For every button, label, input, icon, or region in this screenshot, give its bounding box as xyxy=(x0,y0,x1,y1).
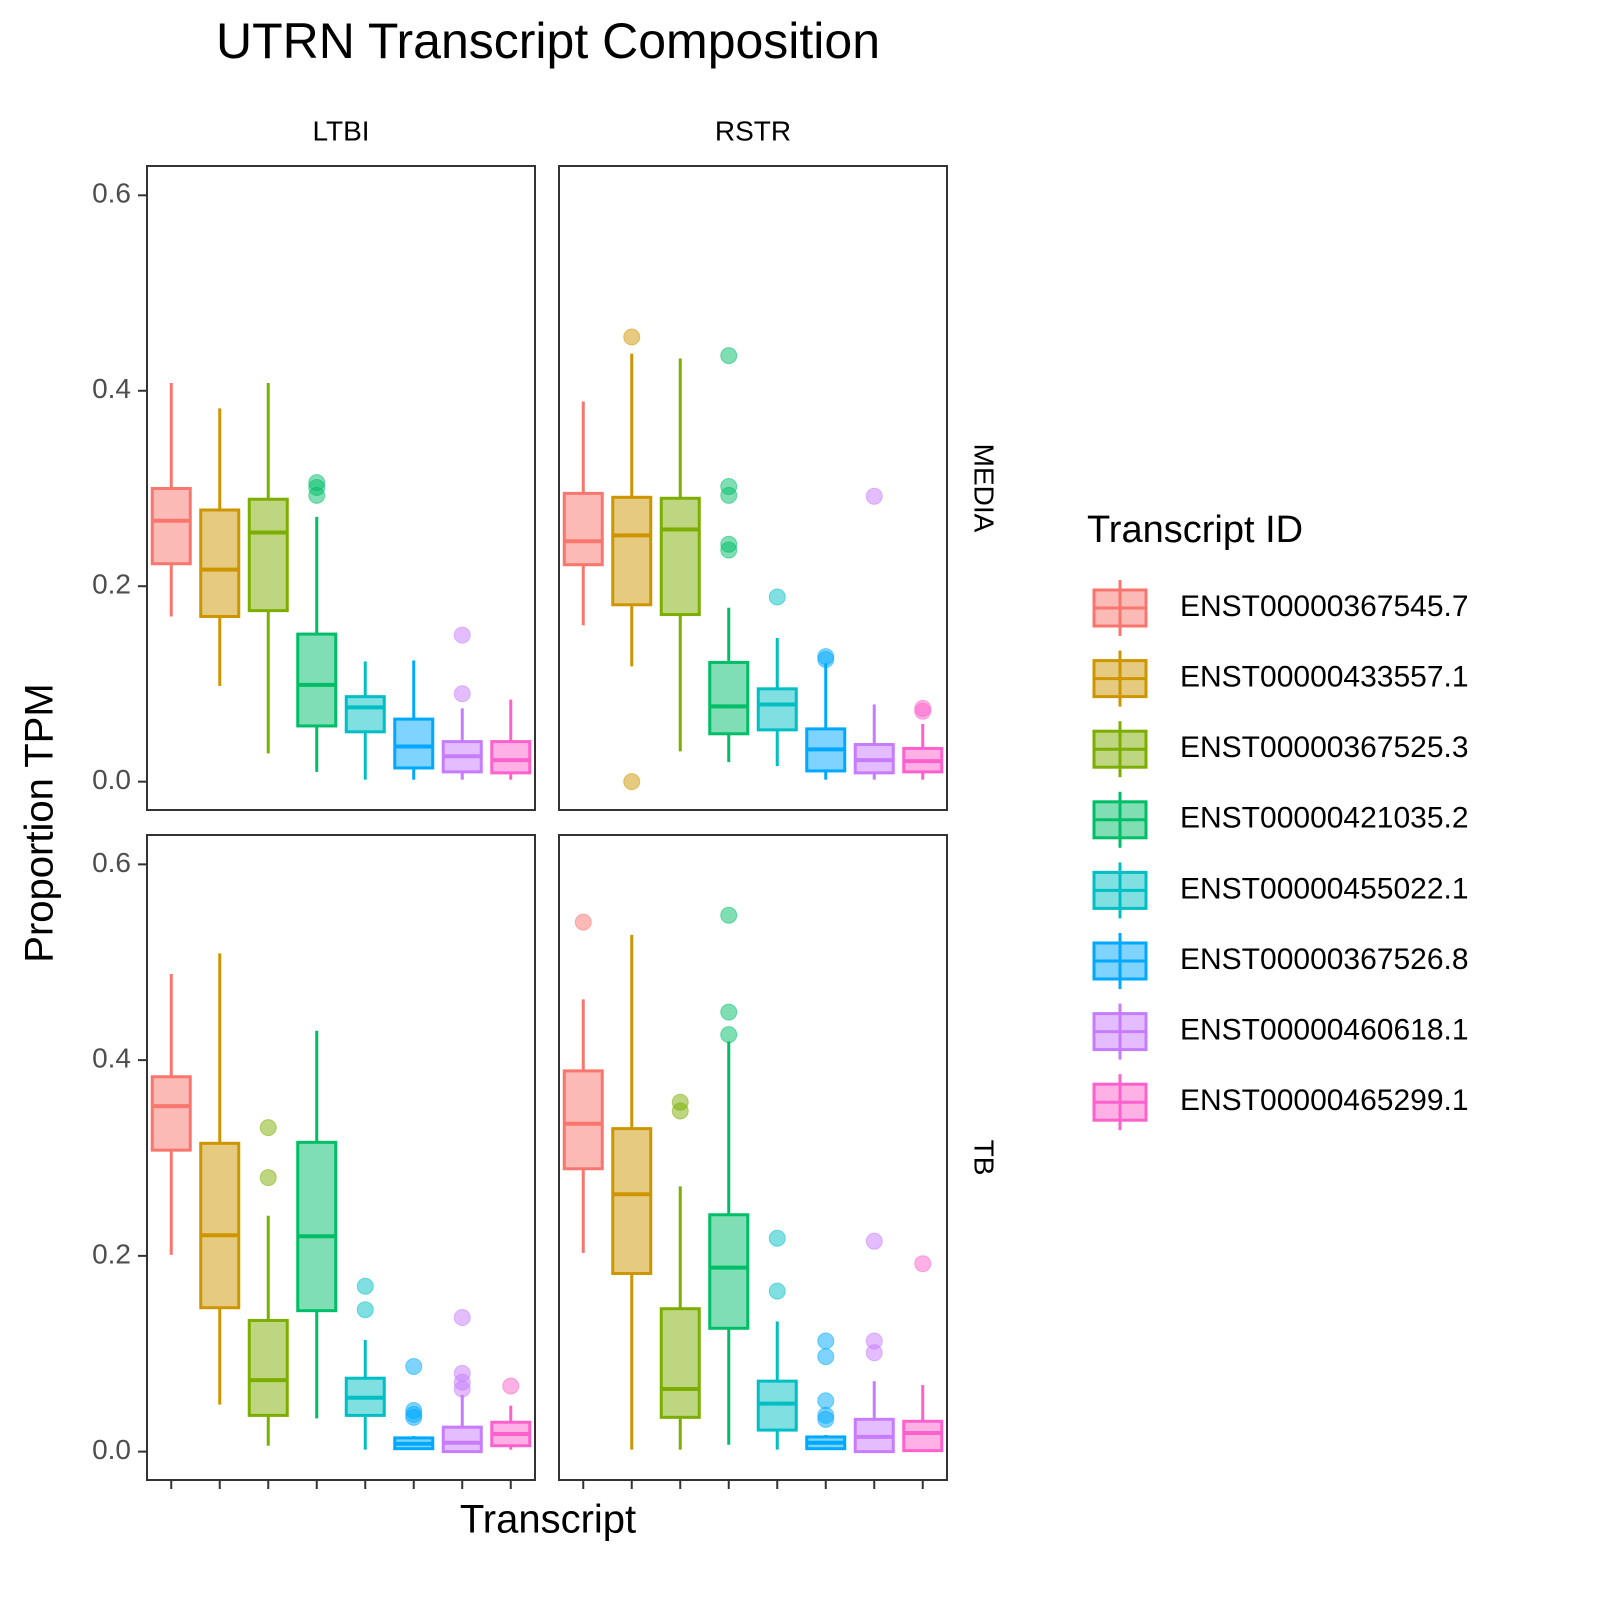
box xyxy=(562,491,604,567)
outlier xyxy=(453,1380,471,1398)
row-strip-label: TB xyxy=(969,1140,1000,1176)
y-tick-label: 0.4 xyxy=(92,373,131,404)
y-tick-label: 0.2 xyxy=(92,569,131,600)
box xyxy=(150,1075,192,1152)
outlier xyxy=(405,1408,423,1426)
legend-label: ENST00000455022.1 xyxy=(1180,872,1469,905)
box xyxy=(562,1069,604,1171)
box xyxy=(611,495,653,607)
outlier xyxy=(259,1169,277,1187)
outlier xyxy=(574,913,592,931)
legend-label: ENST00000460618.1 xyxy=(1180,1014,1469,1047)
outlier xyxy=(720,1003,738,1021)
column-strip-label: LTBI xyxy=(312,115,369,146)
box xyxy=(247,1318,289,1417)
outlier xyxy=(865,1344,883,1362)
outlier xyxy=(720,486,738,504)
outlier xyxy=(817,1392,835,1410)
legend-label: ENST00000367526.8 xyxy=(1180,943,1469,976)
y-axis-label: Proportion TPM xyxy=(18,683,62,962)
legend-label: ENST00000367545.7 xyxy=(1180,590,1469,623)
box xyxy=(902,1419,944,1453)
box xyxy=(490,740,532,775)
box xyxy=(199,508,241,619)
y-tick-label: 0.0 xyxy=(92,1434,131,1465)
y-tick-label: 0.6 xyxy=(92,178,131,209)
outlier xyxy=(623,328,641,346)
outlier xyxy=(817,1348,835,1366)
outlier xyxy=(720,906,738,924)
outlier xyxy=(768,1282,786,1300)
box xyxy=(441,1425,483,1454)
y-tick-label: 0.4 xyxy=(92,1043,131,1074)
box xyxy=(199,1141,241,1310)
outlier xyxy=(720,1026,738,1044)
outlier xyxy=(817,1410,835,1428)
outlier xyxy=(453,1309,471,1327)
legend-label: ENST00000433557.1 xyxy=(1180,661,1469,694)
outlier xyxy=(405,1357,423,1375)
box xyxy=(708,660,750,736)
y-tick-label: 0.0 xyxy=(92,764,131,795)
outlier xyxy=(453,626,471,644)
panel-border xyxy=(146,834,536,1481)
legend-label: ENST00000421035.2 xyxy=(1180,802,1469,835)
outlier xyxy=(308,486,326,504)
outlier xyxy=(356,1301,374,1319)
box xyxy=(344,695,386,734)
outlier xyxy=(865,1232,883,1250)
outlier xyxy=(356,1277,374,1295)
box xyxy=(708,1213,750,1330)
legend-title: Transcript ID xyxy=(1087,509,1303,551)
panel-border xyxy=(146,165,536,811)
box xyxy=(393,717,435,770)
panel-border xyxy=(558,165,948,811)
box xyxy=(296,1140,338,1313)
column-strip-label: RSTR xyxy=(715,115,791,146)
outlier xyxy=(914,1255,932,1273)
outlier xyxy=(453,685,471,703)
outlier xyxy=(720,347,738,365)
outlier xyxy=(671,1102,689,1120)
outlier xyxy=(768,1229,786,1247)
outlier xyxy=(259,1119,277,1137)
outlier xyxy=(914,702,932,720)
legend-label: ENST00000465299.1 xyxy=(1180,1084,1469,1117)
row-strip-label: MEDIA xyxy=(969,444,1000,533)
panel-border xyxy=(558,834,948,1481)
y-tick-label: 0.2 xyxy=(92,1238,131,1269)
box xyxy=(659,1307,701,1419)
y-tick-label: 0.6 xyxy=(92,847,131,878)
outlier xyxy=(865,487,883,505)
box xyxy=(611,1127,653,1275)
box xyxy=(296,632,338,728)
chart-title: UTRN Transcript Composition xyxy=(216,13,880,69)
box xyxy=(659,496,701,617)
box xyxy=(756,687,798,732)
outlier xyxy=(817,651,835,669)
outlier xyxy=(720,541,738,559)
outlier xyxy=(502,1377,520,1395)
x-axis-label: Transcript xyxy=(460,1498,636,1542)
outlier xyxy=(623,773,641,791)
legend-label: ENST00000367525.3 xyxy=(1180,731,1469,764)
outlier xyxy=(768,588,786,606)
box xyxy=(247,497,289,613)
box xyxy=(150,486,192,566)
outlier xyxy=(817,1332,835,1350)
